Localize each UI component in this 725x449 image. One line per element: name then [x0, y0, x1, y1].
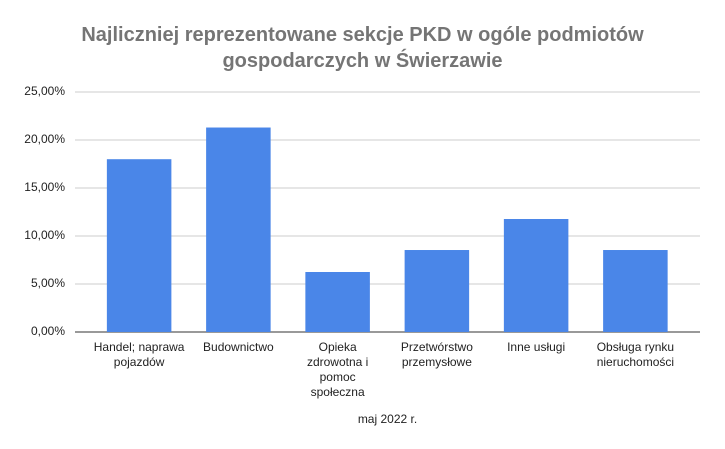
- x-tick-label: Przetwórstwo przemysłowe: [400, 340, 473, 369]
- bar: [206, 127, 271, 333]
- x-tick-label: Handel; naprawa pojazdów: [93, 340, 185, 369]
- y-tick-label: 10,00%: [24, 228, 65, 242]
- x-tick-label: Inne usługi: [507, 340, 566, 354]
- bar: [305, 272, 370, 332]
- chart-title: Najliczniej reprezentowane sekcje PKD w …: [81, 24, 644, 72]
- bar: [603, 250, 668, 332]
- y-tick-label: 5,00%: [31, 276, 65, 290]
- x-axis-label: maj 2022 r.: [357, 412, 418, 426]
- bar: [404, 250, 470, 332]
- x-tick-label: Obsługa rynku nieruchomości: [596, 340, 675, 369]
- x-tick-label: Budownictwo: [203, 340, 274, 354]
- bar: [503, 219, 569, 332]
- bar: [106, 159, 172, 332]
- y-tick-label: 15,00%: [24, 180, 65, 194]
- y-tick-label: 25,00%: [24, 84, 65, 98]
- y-tick-label: 20,00%: [24, 132, 65, 146]
- x-tick-label: Opieka zdrowotna i pomoc społeczna: [306, 340, 369, 399]
- y-tick-label: 0,00%: [31, 324, 65, 338]
